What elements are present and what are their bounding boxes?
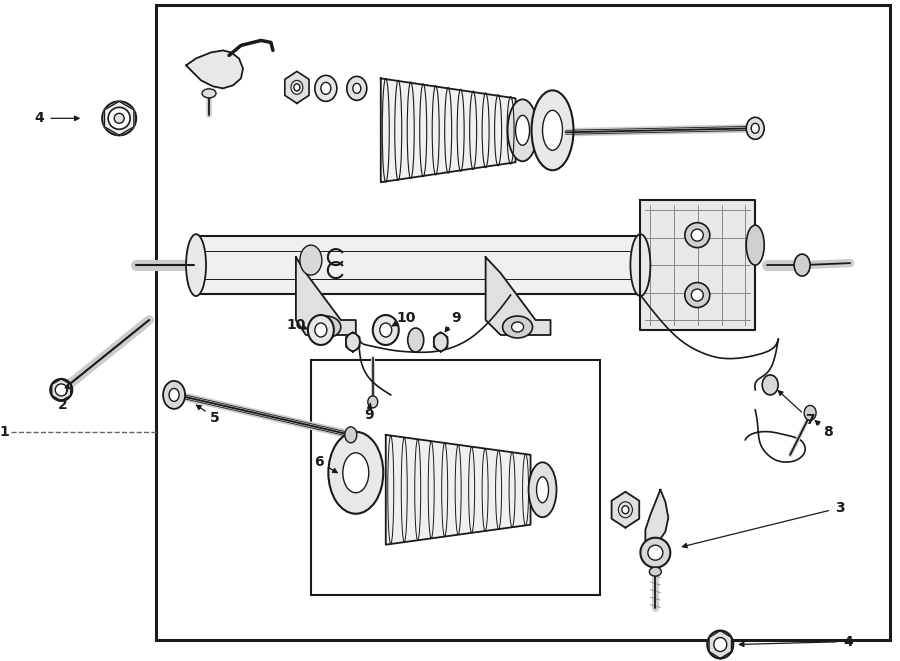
Polygon shape: [104, 101, 134, 136]
Ellipse shape: [202, 89, 216, 98]
Ellipse shape: [516, 115, 529, 145]
Ellipse shape: [373, 315, 399, 345]
Ellipse shape: [310, 316, 341, 338]
Ellipse shape: [650, 567, 662, 576]
Text: 1: 1: [0, 425, 9, 439]
Ellipse shape: [186, 234, 206, 296]
Ellipse shape: [746, 117, 764, 139]
Ellipse shape: [345, 427, 356, 443]
Ellipse shape: [685, 223, 710, 248]
Text: 3: 3: [835, 501, 845, 515]
Ellipse shape: [508, 99, 537, 161]
Polygon shape: [486, 257, 551, 335]
Text: 7: 7: [806, 413, 814, 427]
Polygon shape: [641, 200, 755, 330]
Ellipse shape: [714, 638, 727, 652]
Ellipse shape: [528, 462, 556, 517]
Ellipse shape: [300, 245, 322, 275]
Ellipse shape: [353, 83, 361, 93]
Text: 10: 10: [286, 318, 306, 332]
Ellipse shape: [103, 101, 136, 136]
Ellipse shape: [50, 379, 72, 401]
Ellipse shape: [794, 254, 810, 276]
Ellipse shape: [752, 124, 760, 134]
Ellipse shape: [368, 396, 378, 408]
Ellipse shape: [321, 83, 331, 95]
Text: 4: 4: [843, 635, 853, 648]
Ellipse shape: [163, 381, 185, 409]
Text: 8: 8: [824, 425, 833, 439]
Ellipse shape: [691, 229, 703, 241]
Ellipse shape: [315, 323, 327, 337]
Polygon shape: [296, 257, 356, 335]
Text: 9: 9: [451, 311, 461, 325]
Polygon shape: [186, 50, 243, 89]
Text: 2: 2: [58, 398, 68, 412]
Ellipse shape: [804, 405, 816, 420]
Ellipse shape: [648, 545, 663, 560]
Bar: [156, 5, 890, 640]
Polygon shape: [645, 490, 669, 548]
Ellipse shape: [762, 375, 778, 395]
Ellipse shape: [320, 322, 332, 332]
Ellipse shape: [169, 389, 179, 401]
Text: 4: 4: [34, 111, 44, 126]
Ellipse shape: [630, 234, 651, 296]
Text: 6: 6: [314, 455, 324, 469]
Ellipse shape: [511, 322, 524, 332]
Ellipse shape: [746, 225, 764, 265]
Ellipse shape: [543, 110, 562, 150]
Text: 10: 10: [396, 311, 416, 325]
Ellipse shape: [114, 113, 124, 124]
Ellipse shape: [294, 84, 300, 91]
Ellipse shape: [434, 333, 447, 351]
Text: 9: 9: [364, 408, 374, 422]
Ellipse shape: [408, 328, 424, 352]
Ellipse shape: [291, 81, 303, 95]
Ellipse shape: [308, 315, 334, 345]
Ellipse shape: [380, 323, 392, 337]
Polygon shape: [284, 71, 309, 103]
Polygon shape: [612, 492, 639, 527]
Ellipse shape: [346, 333, 360, 351]
Ellipse shape: [707, 631, 733, 658]
Ellipse shape: [55, 384, 68, 396]
Polygon shape: [51, 379, 71, 401]
Polygon shape: [346, 332, 360, 352]
Polygon shape: [386, 435, 531, 545]
Polygon shape: [709, 631, 732, 658]
Ellipse shape: [618, 502, 633, 518]
Ellipse shape: [346, 77, 367, 100]
Ellipse shape: [328, 432, 383, 514]
Ellipse shape: [691, 289, 703, 301]
Ellipse shape: [641, 537, 670, 568]
Ellipse shape: [685, 282, 710, 307]
Polygon shape: [381, 79, 516, 182]
Text: 5: 5: [210, 411, 220, 425]
Bar: [310, 360, 600, 595]
Ellipse shape: [108, 107, 130, 130]
Ellipse shape: [315, 75, 337, 101]
Ellipse shape: [532, 91, 573, 171]
Ellipse shape: [343, 453, 369, 492]
Ellipse shape: [502, 316, 533, 338]
Ellipse shape: [622, 506, 629, 514]
Bar: [196, 236, 641, 294]
Polygon shape: [434, 332, 447, 352]
Ellipse shape: [536, 477, 548, 503]
